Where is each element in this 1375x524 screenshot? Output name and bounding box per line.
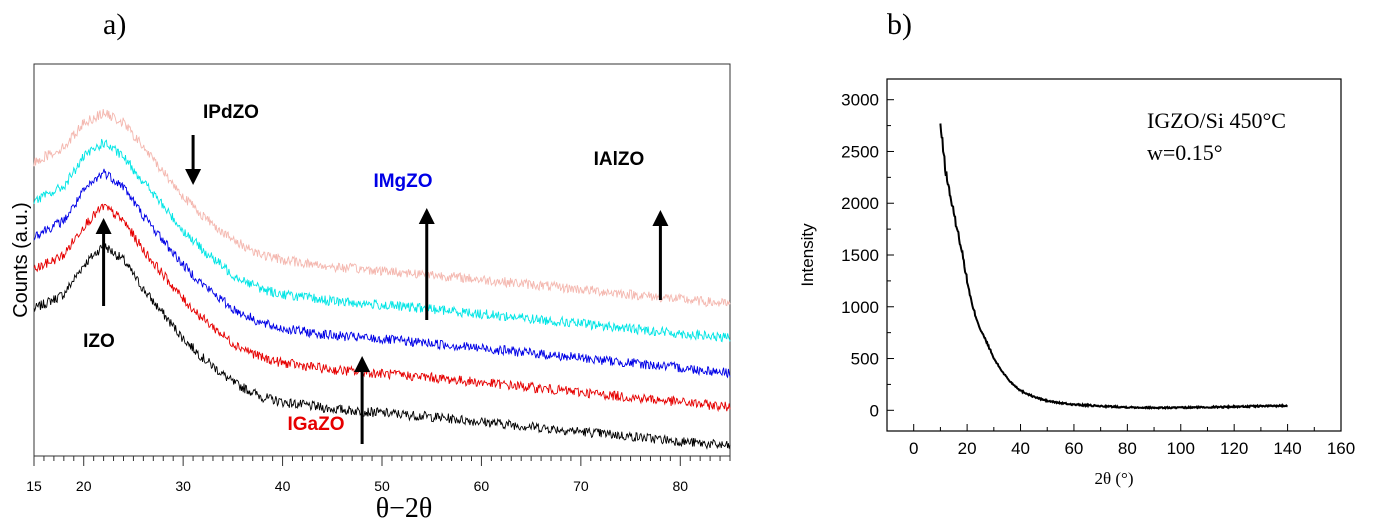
panel-a-x-tick-label: 30 <box>175 478 191 494</box>
annotation-arrowhead-ialzo <box>652 210 669 226</box>
panel-b-x-tick-label: 120 <box>1220 439 1248 458</box>
panel-a-x-tick-label: 40 <box>275 478 291 494</box>
panel-b-annotation-line-2: w=0.15° <box>1147 140 1223 165</box>
panel-a-ylabel: Counts (a.u.) <box>10 202 32 318</box>
panel-b-y-tick-label: 3000 <box>841 91 879 110</box>
panel-b-x-tick-label: 0 <box>909 439 918 458</box>
panel-a-x-axis: 15 20 30 40 50 60 70 80 <box>26 456 731 494</box>
annotation-arrowhead-izo <box>95 218 112 234</box>
annotation-label-ialzo: IAlZO <box>594 149 645 170</box>
annotation-label-ipdzo: IPdZO <box>203 102 259 123</box>
series-line-ipdzo <box>33 109 731 308</box>
panel-a-x-tick-label: 80 <box>672 478 688 494</box>
panel-b-chart: 0 20 40 60 80 100 120 140 160 0 500 1000 1500 2000 25… <box>798 78 1355 488</box>
panel-a-plot-frame <box>33 63 731 457</box>
annotation-label-igazo: IGaZO <box>287 414 344 435</box>
series-line-ialzo <box>33 138 731 343</box>
panel-a-x-tick-label: 70 <box>573 478 589 494</box>
panel-b-y-tick-label: 1500 <box>841 246 879 265</box>
panel-b-y-tick-label: 0 <box>870 401 879 420</box>
panel-b-series-line-1 <box>939 123 1288 411</box>
panel-b-y-tick-label: 2000 <box>841 194 879 213</box>
panel-b-x-axis: 0 20 40 60 80 100 120 140 160 <box>886 424 1355 458</box>
panel-b-ylabel: Intensity <box>798 223 817 287</box>
panel-b-x-tick-label: 100 <box>1167 439 1195 458</box>
panel-b-xlabel: 2θ (°) <box>1094 469 1133 488</box>
panel-a-x-tick-label: 20 <box>76 478 92 494</box>
panel-b-x-tick-label: 20 <box>958 439 977 458</box>
annotation-arrowhead-imgzo <box>418 208 435 224</box>
panel-b-x-tick-label: 60 <box>1064 439 1083 458</box>
panel-b-annotation-line-1: IGZO/Si 450°C <box>1147 108 1286 133</box>
panel-b-x-tick-label: 160 <box>1327 439 1355 458</box>
panel-a-x-tick-label: 15 <box>26 478 42 494</box>
series-line-izo <box>33 243 731 450</box>
panel-a-label: a) <box>103 8 126 41</box>
annotation-label-imgzo: IMgZO <box>373 171 432 192</box>
panel-a-annotations: IZO IGaZO IMgZO IAlZO IPdZO <box>83 102 669 444</box>
panel-a-chart: 15 20 30 40 50 60 70 80 IZO IGaZO IMgZO IAlZO IPdZO… <box>10 63 731 524</box>
panel-b-y-tick-label: 500 <box>851 350 879 369</box>
panel-b-y-tick-label: 1000 <box>841 298 879 317</box>
annotation-arrowhead-ipdzo <box>185 169 202 185</box>
panel-a-series-group <box>33 109 731 450</box>
panel-a-x-tick-label: 50 <box>374 478 390 494</box>
series-line-imgzo <box>33 168 731 379</box>
panel-b-label: b) <box>887 8 912 41</box>
annotation-label-izo: IZO <box>83 331 115 352</box>
panel-b-x-tick-label: 140 <box>1273 439 1301 458</box>
panel-b-x-tick-label: 40 <box>1011 439 1030 458</box>
panel-b-y-axis: 0 500 1000 1500 2000 2500 3000 <box>841 91 894 420</box>
panel-b-series-group <box>939 123 1288 411</box>
series-line-igazo <box>33 203 731 413</box>
panel-a-xlabel: θ−2θ <box>376 493 433 524</box>
panel-b-y-tick-label: 2500 <box>841 142 879 161</box>
annotation-arrowhead-igazo <box>354 356 371 372</box>
panel-b-x-tick-label: 80 <box>1118 439 1137 458</box>
panel-a-x-tick-label: 60 <box>474 478 490 494</box>
